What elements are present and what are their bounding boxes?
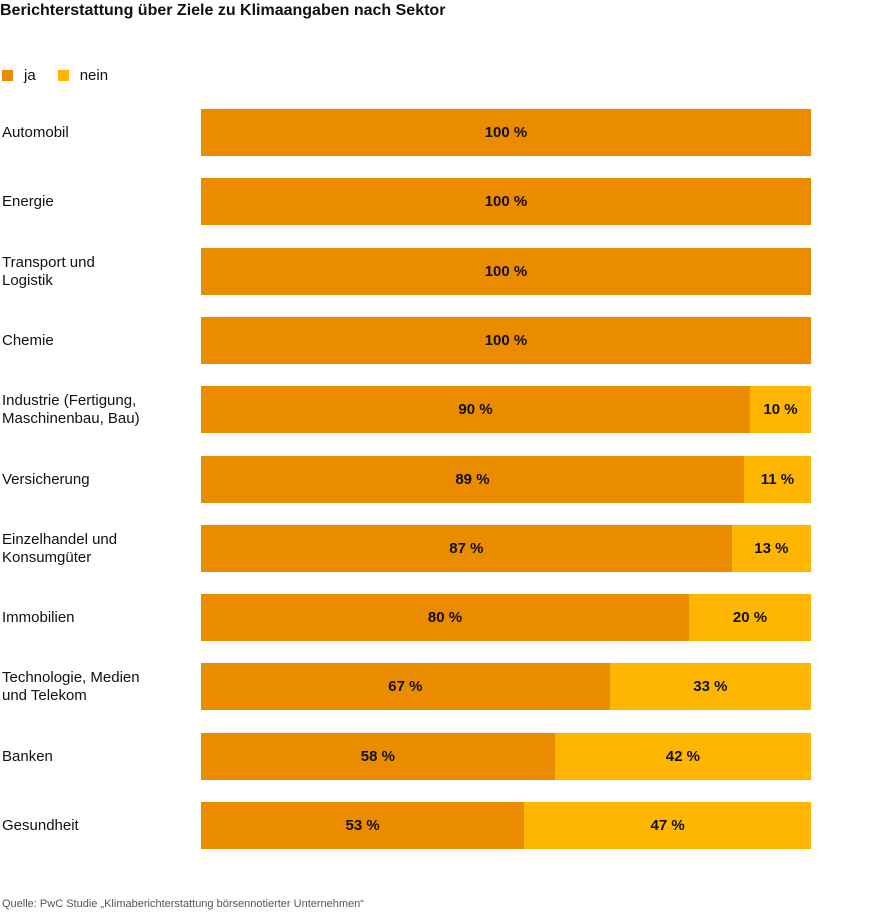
bar-segment-ja: 67 % [201,663,610,710]
category-label: Immobilien [2,608,75,626]
data-label: 90 % [458,401,493,418]
bar-segment-ja: 100 % [201,317,811,364]
legend-label-nein: nein [79,66,109,84]
chart-legend: ja nein [2,66,130,84]
stacked-bar: 87 % 13 % [201,525,811,572]
data-label: 89 % [455,471,490,488]
category-label: Automobil [2,123,69,141]
bar-row: Versicherung 89 % 11 % [0,456,885,503]
data-label: 100 % [484,263,528,280]
bar-row: Automobil 100 % [0,109,885,156]
bar-segment-nein: 10 % [750,386,811,433]
bar-segment-ja: 90 % [201,386,750,433]
stacked-bar: 89 % 11 % [201,456,811,503]
bar-segment-nein: 33 % [609,663,811,710]
bar-row: Energie 100 % [0,178,885,225]
stacked-bar: 100 % [201,178,811,225]
stacked-bar: 80 % 20 % [201,594,811,641]
stacked-bar: 100 % [201,109,811,156]
bar-segment-ja: 53 % [201,802,525,849]
bar-row: Chemie 100 % [0,317,885,364]
stacked-bar: 58 % 42 % [201,733,811,780]
category-label: Banken [2,747,53,765]
bar-segment-nein: 47 % [524,802,811,849]
legend-label-ja: ja [24,66,36,84]
category-label: Chemie [2,331,54,349]
bar-row: Banken 58 % 42 % [0,733,885,780]
data-label: 47 % [650,817,685,834]
bar-segment-nein: 20 % [689,594,811,641]
bar-segment-ja: 100 % [201,248,811,295]
data-label: 11 % [760,471,795,488]
legend-swatch-nein [57,69,69,81]
bar-segment-ja: 80 % [201,594,689,641]
stacked-bar: 100 % [201,317,811,364]
legend-swatch-ja [2,69,13,81]
source-note: Quelle: PwC Studie „Klimaberichterstattu… [2,898,364,910]
bar-segment-ja: 100 % [201,109,811,156]
data-label: 87 % [449,540,484,557]
bar-segment-ja: 58 % [201,733,555,780]
bar-segment-nein: 13 % [731,525,811,572]
bar-row: Technologie, Medien und Telekom 67 % 33 % [0,663,885,710]
category-label: Transport und Logistik [2,253,95,289]
stacked-bar: 90 % 10 % [201,386,811,433]
data-label: 100 % [484,193,528,210]
category-label: Gesundheit [2,816,79,834]
data-label: 80 % [427,609,463,626]
data-label: 20 % [732,609,768,626]
data-label: 67 % [388,678,423,695]
category-label: Einzelhandel und Konsumgüter [2,530,118,566]
bar-row: Immobilien 80 % 20 % [0,594,885,641]
category-label: Versicherung [2,470,90,488]
data-label: 100 % [484,332,528,349]
legend-item-ja: ja [2,67,36,84]
stacked-bar: 100 % [201,248,811,295]
bar-row: Industrie (Fertigung, Maschinenbau, Bau)… [0,386,885,433]
category-label: Technologie, Medien und Telekom [2,668,140,704]
category-label: Industrie (Fertigung, Maschinenbau, Bau) [2,391,140,427]
data-label: 10 % [763,401,798,418]
legend-item-nein: nein [57,66,109,84]
bar-row: Gesundheit 53 % 47 % [0,802,885,849]
stacked-bar: 67 % 33 % [201,663,811,710]
data-label: 58 % [360,748,395,765]
data-label: 53 % [345,817,380,834]
bar-segment-nein: 42 % [554,733,811,780]
bar-segment-ja: 89 % [201,456,744,503]
stacked-bar: 53 % 47 % [201,802,811,849]
category-label: Energie [2,192,54,210]
data-label: 33 % [693,678,728,695]
bar-segment-ja: 100 % [201,178,811,225]
data-label: 100 % [484,124,528,141]
bar-row: Transport und Logistik 100 % [0,248,885,295]
data-label: 42 % [665,748,700,765]
data-label: 13 % [754,540,789,557]
bar-segment-ja: 87 % [201,525,732,572]
bar-row: Einzelhandel und Konsumgüter 87 % 13 % [0,525,885,572]
bar-segment-nein: 11 % [743,456,811,503]
chart-title: Berichterstattung über Ziele zu Klimaang… [0,2,446,19]
